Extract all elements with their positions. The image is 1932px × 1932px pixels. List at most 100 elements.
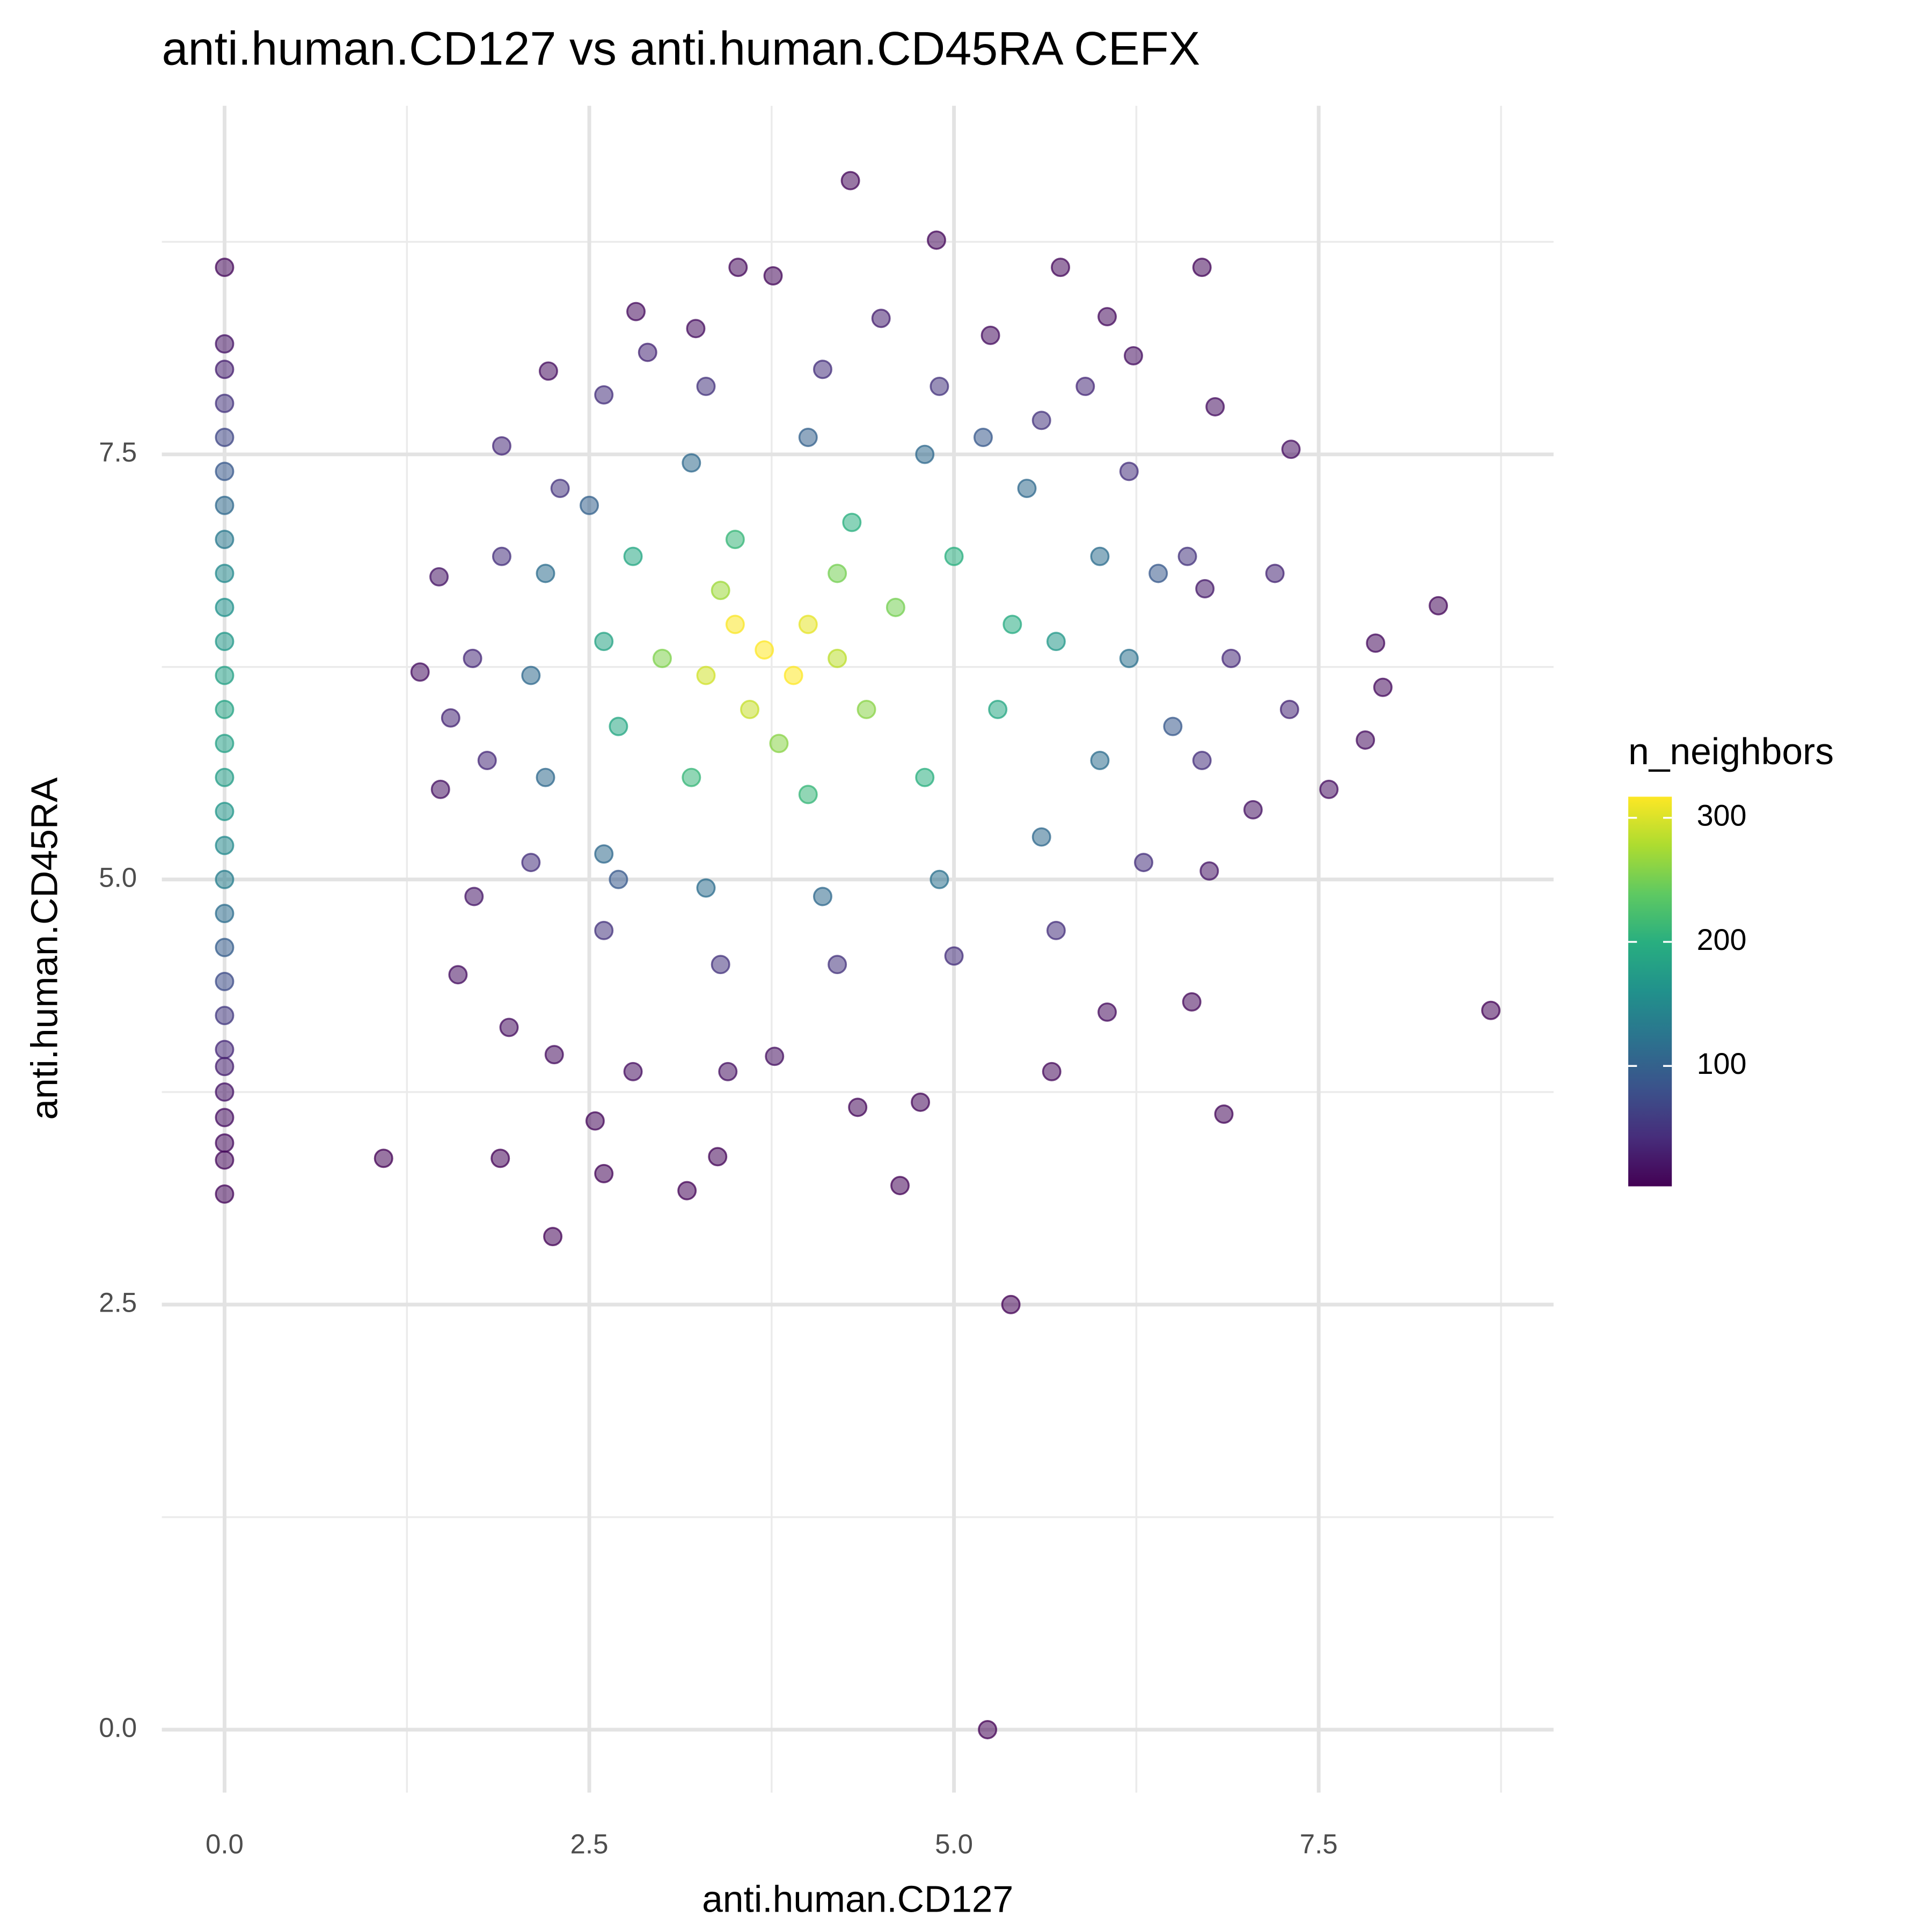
point <box>740 699 760 719</box>
point <box>1192 751 1212 770</box>
point <box>686 319 706 339</box>
point <box>609 869 628 889</box>
point <box>828 648 847 668</box>
point <box>828 564 847 583</box>
point <box>536 767 555 787</box>
point <box>521 665 541 685</box>
point <box>1001 1294 1021 1314</box>
point <box>215 495 235 515</box>
x-tick-label: 5.0 <box>935 1828 973 1859</box>
point <box>1031 411 1051 430</box>
point <box>477 751 497 770</box>
point <box>927 230 946 250</box>
point <box>594 385 614 405</box>
point <box>696 665 716 685</box>
point <box>1134 853 1153 873</box>
point <box>1177 546 1197 566</box>
point <box>215 1150 235 1170</box>
point <box>798 614 818 634</box>
point <box>430 779 450 799</box>
point <box>215 767 235 787</box>
point <box>890 1176 910 1196</box>
point <box>215 360 235 379</box>
point <box>1017 479 1037 499</box>
point <box>521 853 541 873</box>
point <box>915 444 935 464</box>
colorbar-label: 100 <box>1697 1047 1747 1080</box>
point <box>1265 564 1285 583</box>
point <box>944 946 964 966</box>
point <box>1046 920 1066 940</box>
point <box>1192 258 1212 277</box>
point <box>696 878 716 898</box>
point <box>708 1147 728 1167</box>
point <box>988 699 1008 719</box>
point <box>1119 648 1139 668</box>
point <box>215 734 235 753</box>
point <box>464 887 484 906</box>
point <box>696 376 716 396</box>
point <box>725 614 745 634</box>
point <box>215 393 235 413</box>
point <box>543 1227 563 1247</box>
point <box>1002 614 1022 634</box>
point <box>215 258 235 277</box>
point <box>215 699 235 719</box>
point <box>215 665 235 685</box>
y-tick-label: 0.0 <box>99 1712 137 1743</box>
point <box>711 955 730 975</box>
point <box>1199 861 1219 881</box>
y-tick-label: 2.5 <box>99 1287 137 1318</box>
point <box>215 971 235 991</box>
point <box>215 802 235 822</box>
x-tick-label: 7.5 <box>1300 1828 1338 1859</box>
point <box>885 597 905 617</box>
point <box>538 361 558 381</box>
point <box>828 955 847 975</box>
point <box>798 785 818 804</box>
point <box>626 302 646 321</box>
point <box>374 1148 393 1168</box>
point <box>1182 992 1202 1012</box>
y-axis-title: anti.human.CD45RA <box>24 777 65 1120</box>
point <box>1356 730 1375 750</box>
point <box>215 1133 235 1153</box>
point <box>492 546 511 566</box>
point <box>215 462 235 481</box>
point <box>594 920 614 940</box>
x-tick-label: 0.0 <box>206 1828 244 1859</box>
point <box>1319 779 1339 799</box>
point <box>1429 596 1448 616</box>
point <box>1097 1002 1117 1022</box>
point <box>410 662 430 682</box>
colorbar <box>1628 796 1672 1187</box>
point <box>215 869 235 889</box>
point <box>857 699 876 719</box>
point <box>1281 440 1301 459</box>
point <box>763 266 783 286</box>
point <box>499 1018 519 1037</box>
point <box>725 530 745 550</box>
point <box>652 648 672 668</box>
point <box>718 1062 738 1081</box>
point <box>623 546 643 566</box>
point <box>1205 397 1225 416</box>
point <box>682 767 701 787</box>
point <box>448 965 468 985</box>
point <box>1195 579 1215 598</box>
x-tick-label: 2.5 <box>570 1828 609 1859</box>
point <box>930 376 949 396</box>
point <box>1046 632 1066 652</box>
point <box>973 428 993 447</box>
point <box>580 495 599 515</box>
point <box>215 1006 235 1026</box>
point <box>594 1163 614 1183</box>
point <box>813 360 832 379</box>
point <box>840 171 860 191</box>
point <box>848 1097 868 1117</box>
point <box>1042 1062 1062 1081</box>
point <box>536 564 555 583</box>
point <box>1148 564 1168 583</box>
